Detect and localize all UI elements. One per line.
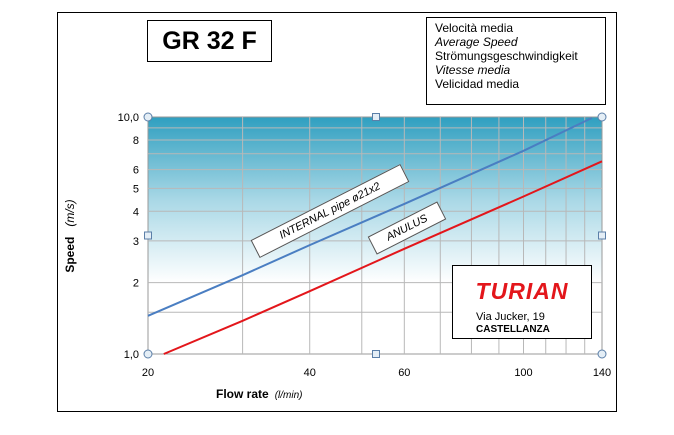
side-handle[interactable]	[372, 113, 380, 121]
series-lines	[147, 117, 603, 355]
x-tick-label: 40	[304, 367, 316, 379]
chart-title: GR 32 F	[147, 20, 272, 62]
legend-line-italian: Velocità media	[435, 21, 514, 35]
y-tick-label: 1,0	[124, 349, 139, 361]
corner-handle[interactable]	[597, 112, 607, 122]
x-tick-label: 140	[593, 367, 611, 379]
tick-labels: 1,0 2 3 4 5 6 8 10,0 20 40 60 100 140	[118, 112, 612, 379]
x-tick-label: 60	[398, 367, 410, 379]
x-axis-unit: (l/min)	[274, 390, 303, 401]
corner-handle[interactable]	[143, 112, 153, 122]
y-tick-label: 4	[133, 206, 139, 218]
y-tick-label: 8	[133, 135, 139, 147]
y-axis-unit: (m/s)	[63, 199, 77, 227]
y-tick-label: 3	[133, 236, 139, 248]
x-axis-title: Flow rate (l/min)	[216, 387, 302, 401]
side-handle[interactable]	[372, 350, 380, 358]
legend-line-english: Average Speed	[435, 35, 518, 49]
series-line-internal	[147, 117, 593, 317]
x-tick-label: 20	[142, 367, 154, 379]
y-tick-label: 2	[133, 278, 139, 290]
brand-logo: TURIAN	[475, 278, 569, 304]
x-axis-label: Flow rate	[216, 387, 269, 401]
y-tick-label: 10,0	[118, 112, 139, 124]
x-tick-label: 100	[514, 367, 532, 379]
legend: Velocità media Average Speed Strömungsge…	[426, 17, 606, 105]
corner-handle[interactable]	[143, 349, 153, 359]
legend-line-spanish: Velicidad media	[435, 77, 520, 91]
brand-box: TURIAN Via Jucker, 19 CASTELLANZA	[452, 265, 592, 339]
corner-handle[interactable]	[597, 349, 607, 359]
side-handle[interactable]	[144, 231, 152, 240]
y-axis-title: Speed (m/s)	[63, 199, 77, 272]
y-axis-label: Speed	[63, 236, 77, 273]
brand-city: CASTELLANZA	[476, 324, 550, 335]
selection-handles	[143, 112, 607, 359]
legend-line-german: Strömungsgeschwindigkeit	[435, 49, 578, 63]
legend-line-french: Vitesse media	[435, 63, 511, 77]
brand-address: Via Jucker, 19	[476, 311, 545, 323]
side-handle[interactable]	[598, 231, 606, 240]
series-line-anulus	[163, 160, 603, 355]
y-tick-label: 6	[133, 165, 139, 177]
y-tick-label: 5	[133, 183, 139, 195]
